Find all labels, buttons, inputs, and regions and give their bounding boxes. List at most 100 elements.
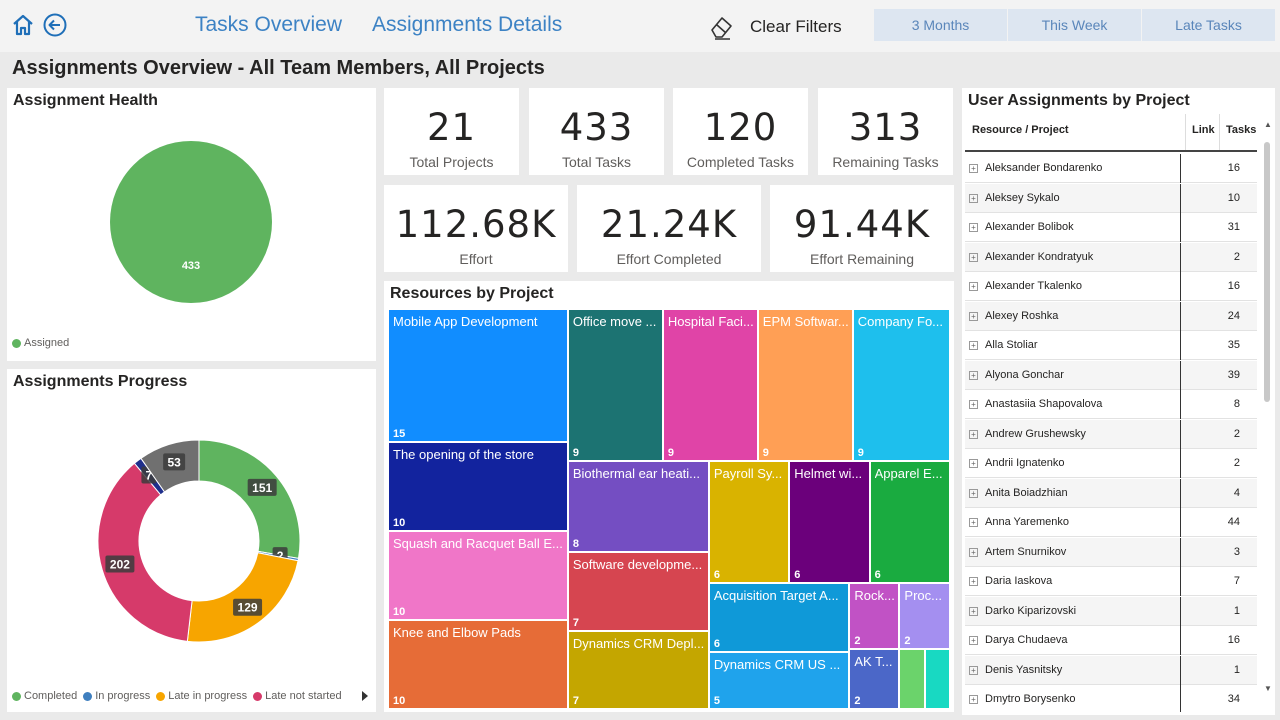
table-row[interactable]: + Alexander Tkalenko 16 [965,272,1257,301]
filter-3-months[interactable]: 3 Months [911,17,970,33]
treemap-cell-label: Mobile App Development [393,314,538,329]
row-resource-name: Artem Snurnikov [985,545,1067,558]
table-row[interactable]: + Denis Yasnitsky 1 [965,655,1257,685]
legend-item-late-not-started[interactable]: Late not started [253,690,342,702]
row-task-count: 1 [1233,604,1240,617]
expand-plus-icon[interactable]: + [969,341,978,350]
kpi-value: 21.24K [600,203,738,246]
back-arrow-icon[interactable] [42,12,68,38]
filter-late-tasks[interactable]: Late Tasks [1141,9,1275,41]
treemap-cell-value: 6 [794,569,801,581]
treemap-cell[interactable]: Knee and Elbow Pads 10 [388,619,568,709]
clear-filters-button[interactable]: Clear Filters [708,12,842,42]
expand-plus-icon[interactable]: + [969,459,978,468]
treemap-cell-label: Proc... [904,588,942,603]
treemap-cell[interactable] [924,649,950,709]
column-header-link[interactable]: Link [1192,124,1215,136]
treemap-cell[interactable]: Hospital Faci... 9 [662,309,758,461]
kpi-label: Total Tasks [562,154,631,170]
legend-item-late-in-progress[interactable]: Late in progress [156,690,247,702]
expand-plus-icon[interactable]: + [969,665,978,675]
legend-item-completed[interactable]: Completed [12,690,77,702]
treemap-cell[interactable]: Mobile App Development 15 [388,309,568,443]
treemap-cell[interactable]: Office move ... 9 [567,309,663,461]
treemap-cell[interactable]: Apparel E... 6 [869,461,950,583]
expand-plus-icon[interactable]: + [969,193,978,203]
assignments-details-link[interactable]: Assignments Details [372,13,563,36]
table-row[interactable]: + Andrew Grushewsky 2 [965,419,1257,449]
treemap-cell-value: 6 [713,569,721,581]
treemap-cell[interactable]: EPM Softwar... 9 [757,309,853,461]
treemap-cell[interactable]: AK T... 2 [849,649,900,709]
filter-this-week[interactable]: This Week [1007,9,1141,41]
expand-plus-icon[interactable]: + [969,695,978,704]
table-row[interactable]: + Darko Kiparizovski 1 [965,596,1257,626]
treemap-cell-label: EPM Softwar... [762,314,849,329]
table-row[interactable]: + Andrii Ignatenko 2 [965,449,1257,478]
treemap-cell[interactable]: Acquisition Target A... 6 [708,583,850,653]
table-row[interactable]: + Alyona Gonchar 39 [965,360,1257,390]
row-resource-name: Dmytro Borysenko [985,693,1076,705]
treemap-cell-value: 9 [762,447,769,459]
kpi-label: Completed Tasks [686,154,795,170]
expand-plus-icon[interactable]: + [969,282,978,291]
expand-plus-icon[interactable]: + [969,518,978,527]
donut-slice[interactable] [186,552,299,643]
expand-plus-icon[interactable]: + [969,223,978,232]
expand-plus-icon[interactable]: + [969,311,978,321]
table-row[interactable]: + Anna Yaremenko 44 [965,508,1257,537]
table-row[interactable]: + Alla Stoliar 35 [965,331,1257,360]
expand-plus-icon[interactable]: + [969,547,978,557]
pie-label-assigned: 433 [182,260,200,272]
legend-item-assigned[interactable]: Assigned [12,337,69,349]
expand-plus-icon[interactable]: + [969,429,978,439]
treemap-cell[interactable]: Software developme... 7 [567,551,709,631]
treemap-cell-value: 5 [713,694,721,707]
legend-item-in-progress[interactable]: In progress [83,690,150,702]
table-row[interactable]: + Alexander Bolibok 31 [965,213,1257,242]
pie-slice-assigned[interactable] [110,141,272,303]
tasks-overview-link[interactable]: Tasks Overview [195,13,343,36]
column-header-tasks[interactable]: Tasks [1226,124,1257,136]
treemap-cell[interactable]: The opening of the store 10 [388,442,568,531]
expand-plus-icon[interactable]: + [969,400,978,409]
table-row[interactable]: + Aleksander Bondarenko 16 [965,154,1257,183]
treemap-cell[interactable]: Squash and Racquet Ball E... 10 [388,531,568,620]
treemap-cell[interactable]: Proc... 2 [899,583,950,649]
scrollbar[interactable]: ▲ ▼ [1262,118,1272,693]
expand-plus-icon[interactable]: + [969,606,978,616]
legend-next-arrow-icon[interactable] [362,691,368,701]
treemap-cell[interactable]: Dynamics CRM Depl... 7 [567,631,709,709]
kpi-remaining-tasks: 313 Remaining Tasks [818,88,953,175]
scroll-down-arrow-icon[interactable]: ▼ [1264,684,1272,693]
donut-slice[interactable] [97,462,193,642]
column-header-resource[interactable]: Resource / Project [972,124,1069,136]
treemap-cell[interactable]: Company Fo... 9 [852,309,950,461]
home-icon[interactable] [10,12,36,38]
donut-slice[interactable] [198,439,301,559]
table-row[interactable]: + Alexander Kondratyuk 2 [965,242,1257,272]
treemap-cell[interactable]: Payroll Sy... 6 [708,461,790,583]
table-row[interactable]: + Artem Snurnikov 3 [965,537,1257,567]
table-row[interactable]: + Darya Chudaeva 16 [965,626,1257,655]
expand-plus-icon[interactable]: + [969,577,978,586]
scrollbar-thumb[interactable] [1264,142,1270,402]
treemap-cell[interactable]: Dynamics CRM US ... 5 [708,652,850,709]
treemap-cell[interactable]: Helmet wi... 6 [789,461,870,583]
expand-plus-icon[interactable]: + [969,636,978,645]
table-row[interactable]: + Daria Iaskova 7 [965,567,1257,596]
expand-plus-icon[interactable]: + [969,252,978,262]
expand-plus-icon[interactable]: + [969,488,978,498]
treemap-cell[interactable] [899,649,925,709]
row-task-count: 35 [1227,339,1240,351]
table-row[interactable]: + Dmytro Borysenko 34 [965,685,1257,712]
expand-plus-icon[interactable]: + [969,370,978,380]
table-row[interactable]: + Aleksey Sykalo 10 [965,183,1257,213]
treemap-cell[interactable]: Rock... 2 [849,583,900,649]
treemap-cell[interactable]: Biothermal ear heati... 8 [567,461,709,552]
table-row[interactable]: + Anastasiia Shapovalova 8 [965,390,1257,419]
table-row[interactable]: + Alexey Roshka 24 [965,301,1257,331]
scroll-up-arrow-icon[interactable]: ▲ [1264,120,1272,129]
expand-plus-icon[interactable]: + [969,164,978,173]
table-row[interactable]: + Anita Boiadzhian 4 [965,478,1257,508]
